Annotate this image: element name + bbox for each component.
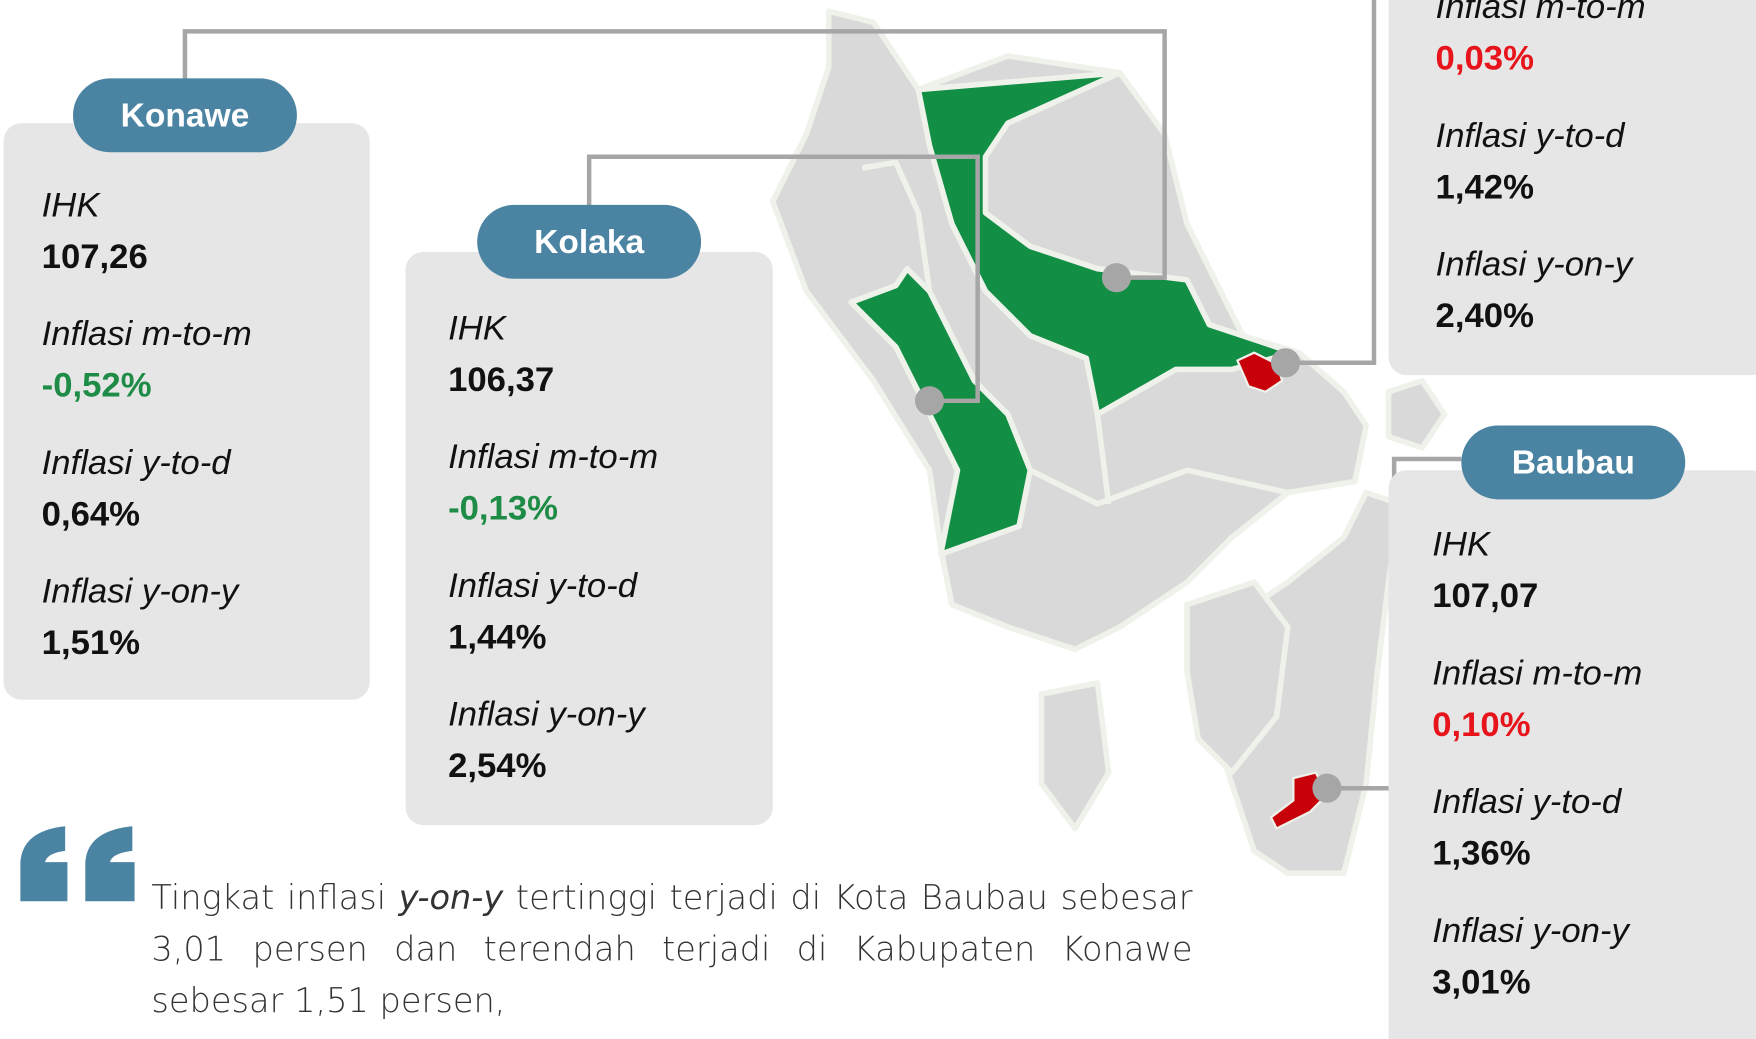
item-label: Inflasi y-on-y (1432, 912, 1631, 950)
card-title: Baubau (1512, 445, 1635, 482)
item-label: IHK (1432, 526, 1492, 564)
quote-mark (20, 826, 135, 902)
item-label: Inflasi y-on-y (42, 573, 241, 611)
item-label: Inflasi m-to-m (1436, 0, 1646, 26)
item-label: Inflasi y-on-y (1436, 246, 1635, 284)
leader-line (1285, 0, 1377, 365)
map (769, 8, 1448, 877)
item-label: IHK (42, 186, 102, 224)
item-value: 0,10% (1432, 706, 1530, 744)
item-value: 1,44% (448, 618, 546, 656)
item-value: 1,51% (42, 624, 140, 662)
item-label: IHK (448, 309, 508, 347)
card (1388, 0, 1756, 376)
card-pill (477, 204, 702, 279)
item-value: 1,42% (1436, 168, 1534, 206)
item-label: Inflasi y-on-y (448, 696, 647, 734)
leader-line (182, 29, 1167, 280)
map-island (1184, 579, 1291, 776)
map-region-kolaka (848, 265, 1034, 558)
card-pill (1461, 425, 1686, 500)
item-value: -0,13% (448, 490, 558, 528)
map-region-konawe (915, 69, 1297, 418)
item-value: 106,37 (448, 361, 554, 399)
item-value: 0,64% (42, 495, 140, 533)
item-value: 107,07 (1432, 577, 1538, 615)
item-label: Inflasi y-to-d (448, 567, 639, 605)
quote-glyph (85, 826, 135, 902)
map-dot (914, 386, 945, 416)
item-label: Inflasi y-to-d (1432, 783, 1623, 821)
quote-part: y-on-y (398, 878, 504, 919)
item-label: Inflasi y-to-d (42, 444, 233, 482)
cards: Konawe IHK 107,26 Inflasi m-to-m -0,52% Infla… (3, 0, 1756, 1039)
item-value: 2,54% (448, 747, 546, 785)
card-pill (72, 78, 297, 153)
map-border (1094, 413, 1112, 505)
map-island (1206, 489, 1403, 877)
card (3, 123, 370, 700)
item-label: Inflasi y-to-d (1436, 117, 1627, 155)
quote-part: tertinggi terjadi di Kota Baubau sebesar… (151, 878, 1193, 1022)
quote-box: Tingkat inflasi y-on-y tertinggi terjadi… (151, 873, 1192, 1028)
map-border (1029, 467, 1289, 507)
map-island (1385, 377, 1448, 451)
map-border (861, 159, 933, 292)
card-title: Kolaka (534, 224, 644, 261)
map-island (1038, 680, 1112, 832)
map-region-kendari (1236, 351, 1284, 393)
item-label: Inflasi m-to-m (448, 438, 658, 476)
item-value: 107,26 (42, 238, 148, 276)
map-dot (1312, 773, 1342, 803)
item-value: 1,36% (1432, 835, 1530, 873)
item-value: 2,40% (1436, 297, 1534, 335)
card-title: Konawe (121, 97, 250, 134)
card (405, 251, 773, 826)
item-value: 3,01% (1432, 963, 1530, 1001)
map-dot (1101, 263, 1132, 293)
card (1388, 470, 1756, 1039)
leader-line (586, 154, 980, 404)
quote-glyph (20, 826, 68, 902)
quote-text: Tingkat inflasi y-on-y tertinggi terjadi… (151, 873, 1192, 1028)
item-label: Inflasi m-to-m (1432, 654, 1642, 692)
item-value: -0,52% (42, 367, 152, 405)
map-dot (1270, 348, 1301, 378)
item-label: Inflasi m-to-m (42, 315, 252, 353)
item-value: 0,03% (1436, 40, 1534, 78)
quote-part: Tingkat inflasi (151, 878, 399, 919)
